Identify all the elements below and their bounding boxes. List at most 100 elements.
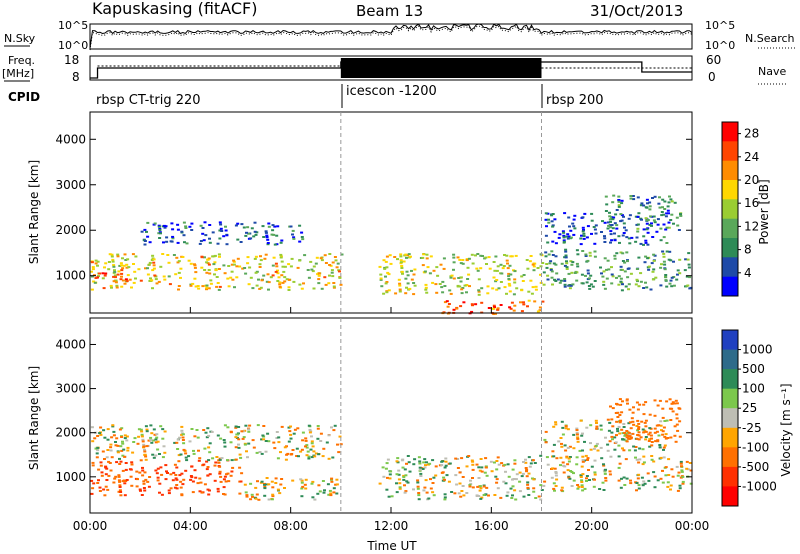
data-cell: [284, 458, 288, 461]
data-cell: [237, 438, 241, 441]
data-cell: [618, 414, 622, 416]
data-cell: [541, 300, 545, 303]
colorbar-swatch: [722, 257, 738, 278]
data-cell: [95, 452, 99, 455]
data-cell: [224, 229, 228, 232]
data-cell: [141, 474, 145, 477]
data-cell: [618, 421, 622, 424]
data-cell: [662, 456, 666, 459]
data-cell: [527, 299, 531, 302]
colorbar-tick-label: -25: [742, 421, 762, 435]
data-cell: [177, 271, 181, 274]
data-region: [90, 424, 343, 462]
data-cell: [654, 276, 658, 279]
data-cell: [602, 280, 606, 283]
y-tick-label: 1000: [55, 470, 86, 484]
nave-right-tick-bottom: 0: [708, 70, 716, 84]
data-cell: [608, 470, 612, 473]
data-cell: [584, 274, 587, 277]
data-cell: [491, 287, 495, 290]
data-cell: [404, 277, 408, 280]
data-cell: [461, 287, 465, 289]
data-cell: [526, 305, 529, 308]
data-cell: [586, 225, 590, 228]
data-cell: [120, 285, 124, 288]
data-cell: [542, 484, 546, 487]
data-cell: [431, 491, 435, 494]
data-cell: [182, 478, 186, 481]
data-cell: [114, 276, 117, 279]
y-tick-label: 3000: [55, 178, 86, 192]
data-cell: [615, 276, 618, 279]
data-cell: [513, 489, 517, 492]
data-cell: [222, 486, 226, 489]
data-cell: [398, 486, 402, 489]
data-cell: [150, 279, 154, 282]
data-cell: [520, 310, 524, 313]
data-cell: [386, 458, 390, 461]
data-cell: [667, 221, 671, 224]
data-cell: [477, 466, 481, 469]
data-cell: [322, 491, 326, 494]
data-cell: [289, 437, 293, 440]
data-cell: [216, 490, 220, 493]
data-cell: [656, 218, 660, 221]
data-cell: [640, 420, 644, 423]
data-cell: [563, 279, 567, 282]
data-cell: [593, 471, 597, 474]
data-cell: [677, 407, 681, 410]
data-region: [378, 454, 544, 501]
freq-panel-frame: [89, 55, 693, 81]
data-cell: [505, 494, 509, 497]
data-cell: [196, 482, 200, 485]
data-cell: [604, 477, 608, 479]
data-cell: [546, 241, 550, 244]
data-cell: [482, 494, 486, 496]
data-cell: [378, 482, 382, 485]
data-cell: [455, 483, 459, 486]
data-cell: [385, 255, 389, 258]
data-cell: [662, 236, 666, 239]
noise-sky-label: N.Sky: [4, 32, 36, 45]
data-cell: [659, 266, 663, 269]
data-cell: [506, 491, 510, 494]
data-cell: [626, 276, 630, 279]
data-cell: [332, 491, 336, 494]
data-cell: [110, 436, 114, 439]
data-cell: [93, 437, 97, 440]
data-cell: [448, 462, 452, 465]
data-cell: [99, 461, 103, 464]
data-cell: [248, 266, 252, 269]
data-cell: [659, 420, 663, 423]
data-cell: [659, 477, 663, 480]
data-cell: [110, 253, 114, 256]
data-cell: [470, 253, 474, 256]
data-cell: [456, 284, 460, 287]
data-cell: [579, 476, 583, 478]
data-cell: [163, 451, 167, 454]
data-cell: [217, 268, 221, 270]
data-cell: [148, 241, 152, 244]
data-cell: [310, 435, 313, 438]
data-cell: [552, 443, 556, 446]
data-cell: [566, 469, 570, 472]
data-cell: [159, 232, 162, 235]
data-cell: [551, 224, 555, 227]
data-cell: [180, 230, 184, 233]
data-cell: [645, 228, 649, 231]
data-cell: [582, 232, 586, 235]
data-cell: [144, 478, 148, 481]
data-cell: [576, 484, 580, 486]
data-cell: [619, 419, 623, 422]
data-cell: [443, 498, 447, 501]
data-cell: [533, 300, 537, 303]
data-cell: [562, 236, 566, 239]
data-cell: [97, 468, 101, 471]
data-cell: [593, 228, 597, 231]
data-cell: [664, 474, 668, 477]
data-cell: [283, 276, 287, 279]
data-cell: [292, 432, 296, 435]
data-cell: [688, 462, 692, 464]
data-cell: [421, 256, 425, 259]
